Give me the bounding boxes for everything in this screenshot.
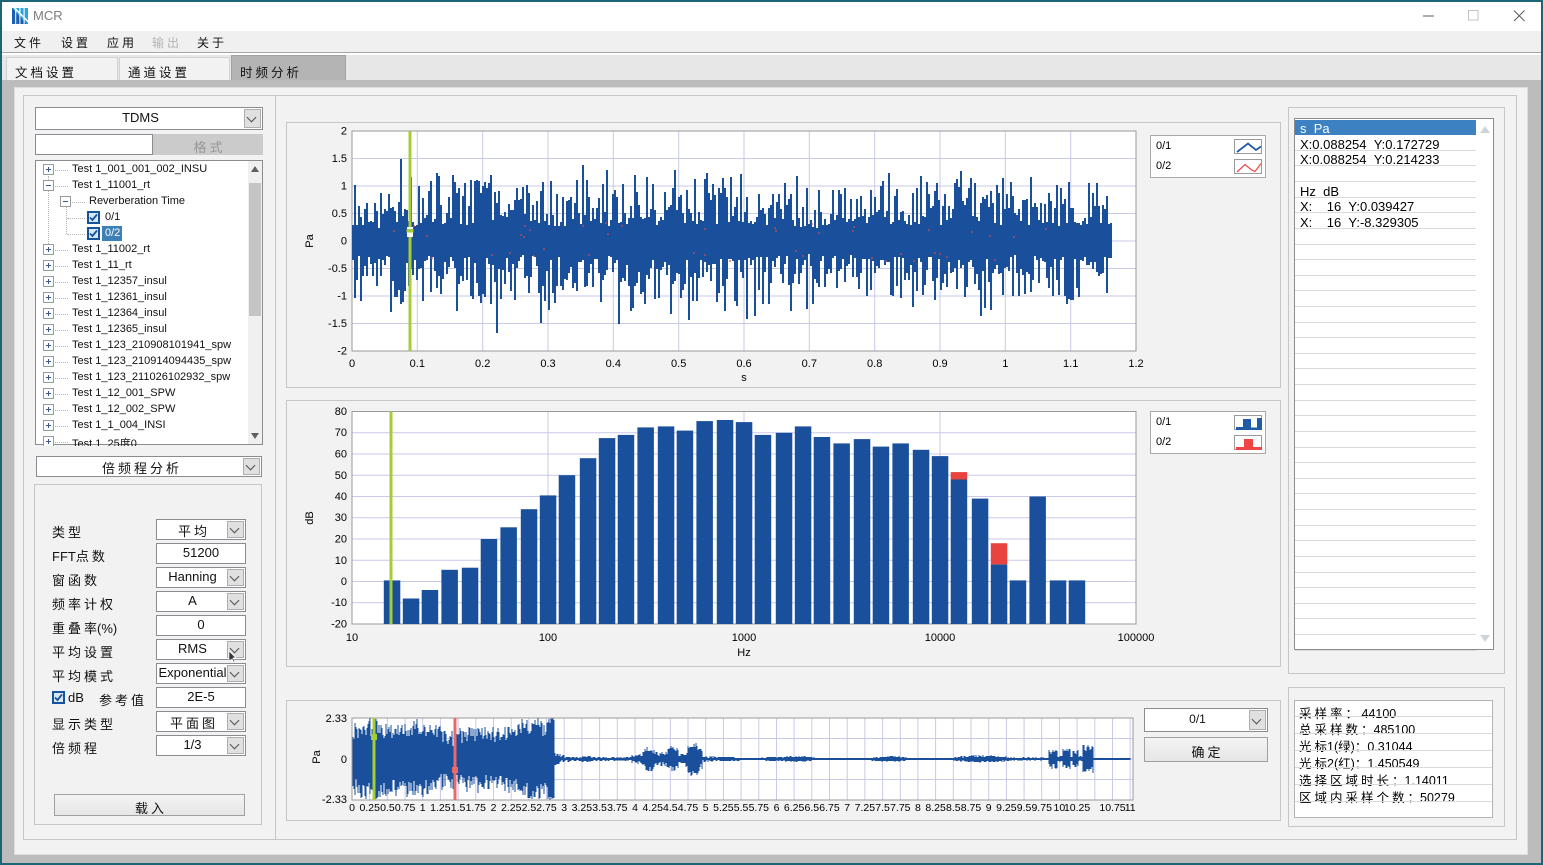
svg-text:6.25: 6.25 [784, 802, 805, 814]
svg-text:0: 0 [341, 754, 347, 766]
svg-text:0: 0 [341, 576, 347, 588]
svg-text:7.25: 7.25 [855, 802, 876, 814]
svg-text:8: 8 [915, 802, 921, 814]
svg-text:0.3: 0.3 [540, 358, 555, 370]
svg-text:10.75: 10.75 [1099, 802, 1125, 814]
svg-text:10: 10 [1054, 802, 1066, 814]
svg-text:0.8: 0.8 [867, 358, 882, 370]
svg-text:1.75: 1.75 [466, 802, 487, 814]
svg-text:7.75: 7.75 [890, 802, 911, 814]
svg-text:3.25: 3.25 [572, 802, 593, 814]
svg-text:2.5: 2.5 [522, 802, 537, 814]
svg-text:10: 10 [335, 555, 347, 567]
svg-text:1000: 1000 [732, 632, 756, 644]
svg-text:1.25: 1.25 [430, 802, 451, 814]
svg-text:4.25: 4.25 [642, 802, 663, 814]
svg-text:-2.33: -2.33 [322, 794, 347, 806]
svg-text:2.75: 2.75 [536, 802, 557, 814]
svg-text:0.7: 0.7 [802, 358, 817, 370]
svg-text:-10: -10 [331, 597, 347, 609]
svg-text:2.33: 2.33 [326, 713, 347, 725]
svg-text:5.25: 5.25 [713, 802, 734, 814]
svg-text:20: 20 [335, 534, 347, 546]
svg-text:0.5: 0.5 [671, 358, 686, 370]
svg-text:0.1: 0.1 [410, 358, 425, 370]
svg-text:6: 6 [774, 802, 780, 814]
svg-text:10000: 10000 [925, 632, 956, 644]
svg-text:7.5: 7.5 [875, 802, 890, 814]
svg-text:-1: -1 [337, 291, 347, 303]
svg-text:8.5: 8.5 [946, 802, 961, 814]
svg-text:8.25: 8.25 [925, 802, 946, 814]
svg-text:4: 4 [632, 802, 638, 814]
svg-text:4.5: 4.5 [663, 802, 678, 814]
svg-text:-2: -2 [337, 346, 347, 358]
svg-text:s: s [741, 372, 747, 384]
svg-text:Hz: Hz [737, 647, 750, 659]
svg-text:4.75: 4.75 [678, 802, 699, 814]
svg-text:0.25: 0.25 [359, 802, 380, 814]
svg-text:10.25: 10.25 [1064, 802, 1090, 814]
svg-text:-1.5: -1.5 [328, 318, 347, 330]
svg-text:5.5: 5.5 [734, 802, 749, 814]
svg-text:30: 30 [335, 512, 347, 524]
svg-text:0: 0 [349, 802, 355, 814]
svg-text:0.2: 0.2 [475, 358, 490, 370]
svg-text:3.75: 3.75 [607, 802, 628, 814]
svg-text:5: 5 [703, 802, 709, 814]
svg-text:0.5: 0.5 [380, 802, 395, 814]
svg-text:-20: -20 [331, 619, 347, 631]
svg-text:1.2: 1.2 [1128, 358, 1143, 370]
svg-text:1.5: 1.5 [451, 802, 466, 814]
svg-text:0.5: 0.5 [332, 208, 347, 220]
svg-text:100000: 100000 [1118, 632, 1155, 644]
svg-text:6.5: 6.5 [804, 802, 819, 814]
svg-text:1.1: 1.1 [1063, 358, 1078, 370]
svg-text:7: 7 [844, 802, 850, 814]
svg-text:1: 1 [420, 802, 426, 814]
svg-text:0.75: 0.75 [395, 802, 416, 814]
svg-text:0.6: 0.6 [736, 358, 751, 370]
svg-text:2.25: 2.25 [501, 802, 522, 814]
svg-text:3: 3 [561, 802, 567, 814]
svg-text:9: 9 [986, 802, 992, 814]
svg-text:-0.5: -0.5 [328, 263, 347, 275]
svg-text:9.5: 9.5 [1017, 802, 1032, 814]
svg-text:100: 100 [539, 632, 557, 644]
svg-text:70: 70 [335, 427, 347, 439]
svg-text:2: 2 [341, 126, 347, 138]
svg-text:0.4: 0.4 [606, 358, 621, 370]
svg-text:0: 0 [341, 236, 347, 248]
svg-text:11: 11 [1125, 802, 1136, 814]
svg-text:1.5: 1.5 [332, 153, 347, 165]
svg-text:Pa: Pa [304, 233, 316, 247]
svg-text:Pa: Pa [311, 749, 323, 763]
svg-text:2: 2 [491, 802, 497, 814]
svg-text:1: 1 [341, 181, 347, 193]
svg-text:60: 60 [335, 449, 347, 461]
svg-text:9.75: 9.75 [1031, 802, 1052, 814]
svg-text:0.9: 0.9 [932, 358, 947, 370]
svg-text:3.5: 3.5 [592, 802, 607, 814]
svg-text:dB: dB [304, 511, 316, 524]
svg-text:10: 10 [346, 632, 358, 644]
svg-text:40: 40 [335, 491, 347, 503]
svg-text:50: 50 [335, 470, 347, 482]
svg-text:6.75: 6.75 [819, 802, 840, 814]
svg-text:80: 80 [335, 406, 347, 418]
svg-text:5.75: 5.75 [749, 802, 770, 814]
svg-text:8.75: 8.75 [961, 802, 982, 814]
svg-text:9.25: 9.25 [996, 802, 1017, 814]
svg-text:0: 0 [349, 358, 355, 370]
svg-text:1: 1 [1002, 358, 1008, 370]
